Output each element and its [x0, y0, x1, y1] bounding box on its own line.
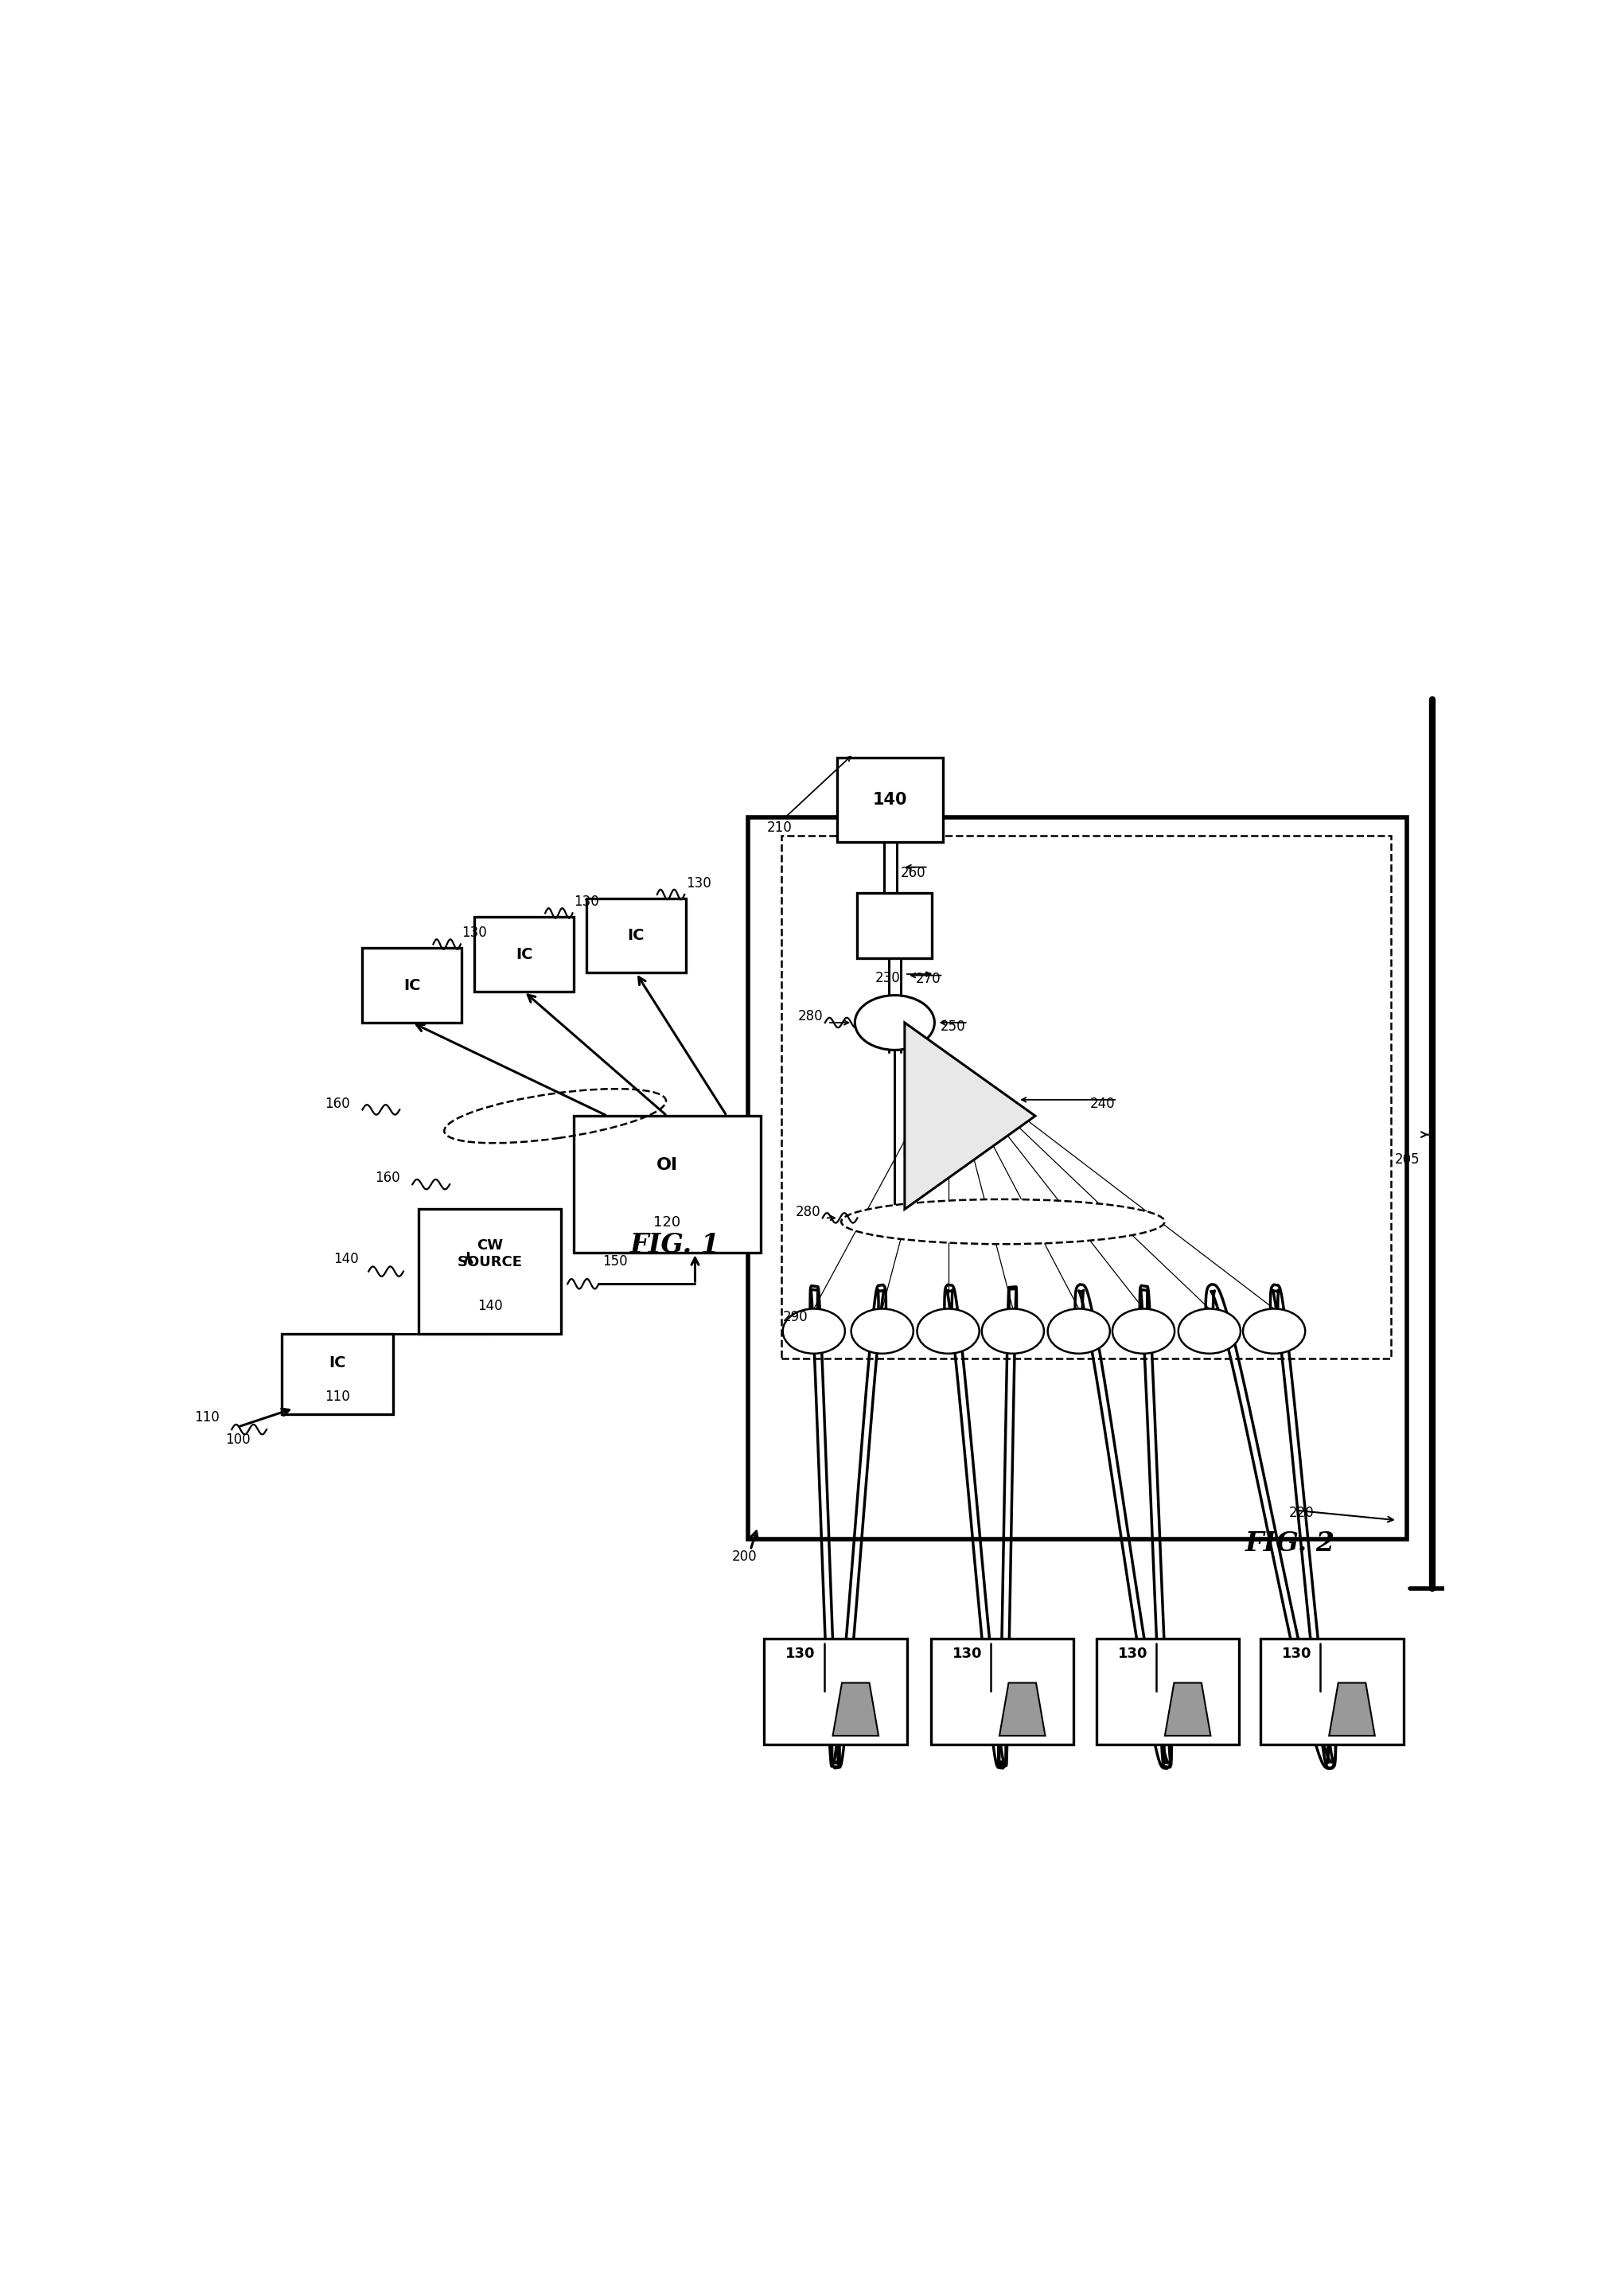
Bar	[1260, 1639, 1403, 1745]
Text: 205: 205	[1395, 1153, 1420, 1166]
Text: 130: 130	[952, 1646, 982, 1660]
Text: 130: 130	[685, 877, 711, 891]
Text: OI: OI	[656, 1157, 677, 1173]
Bar	[419, 1210, 562, 1334]
Text: CW
SOURCE: CW SOURCE	[457, 1238, 523, 1270]
Bar	[748, 817, 1408, 1538]
Ellipse shape	[783, 1309, 844, 1355]
Text: 130: 130	[575, 895, 599, 909]
Ellipse shape	[982, 1309, 1043, 1355]
Text: 140: 140	[334, 1251, 358, 1265]
Bar	[586, 898, 685, 974]
Text: IC: IC	[628, 928, 645, 944]
Bar	[475, 916, 575, 992]
Text: IC: IC	[329, 1355, 347, 1371]
Polygon shape	[1000, 1683, 1045, 1736]
Text: FIG. 1: FIG. 1	[629, 1233, 719, 1258]
Bar	[782, 836, 1392, 1359]
Text: 200: 200	[732, 1550, 758, 1564]
Bar	[857, 893, 933, 957]
Bar	[363, 948, 462, 1022]
Text: 130: 130	[1117, 1646, 1148, 1660]
Ellipse shape	[1178, 1309, 1241, 1355]
Ellipse shape	[1112, 1309, 1175, 1355]
Text: 210: 210	[767, 820, 791, 833]
Text: 140: 140	[477, 1300, 502, 1313]
Text: 150: 150	[602, 1254, 628, 1270]
Polygon shape	[1165, 1683, 1210, 1736]
Text: 260: 260	[900, 866, 926, 879]
Polygon shape	[905, 1022, 1035, 1210]
Ellipse shape	[916, 1309, 979, 1355]
Text: 250: 250	[941, 1019, 966, 1033]
Text: 240: 240	[1090, 1095, 1115, 1111]
Text: 140: 140	[873, 792, 908, 808]
Ellipse shape	[841, 1199, 1165, 1244]
Text: 110: 110	[194, 1410, 220, 1424]
Text: 130: 130	[462, 925, 486, 941]
Polygon shape	[833, 1683, 878, 1736]
Text: 280: 280	[798, 1010, 823, 1024]
Ellipse shape	[1242, 1309, 1305, 1355]
Text: 100: 100	[225, 1433, 250, 1446]
Text: 280: 280	[794, 1205, 820, 1219]
Text: 270: 270	[916, 971, 941, 987]
Text: 160: 160	[376, 1171, 400, 1185]
Bar	[838, 758, 944, 843]
Text: FIG. 2: FIG. 2	[1245, 1531, 1335, 1557]
Text: 120: 120	[653, 1215, 681, 1231]
Bar	[575, 1116, 761, 1254]
Text: 220: 220	[1289, 1506, 1314, 1520]
Ellipse shape	[855, 994, 934, 1049]
Text: IC: IC	[403, 978, 421, 992]
Bar	[931, 1639, 1074, 1745]
Bar	[1096, 1639, 1239, 1745]
Text: 130: 130	[785, 1646, 815, 1660]
Bar	[764, 1639, 907, 1745]
Text: 130: 130	[1282, 1646, 1311, 1660]
Text: 230: 230	[875, 971, 900, 985]
Ellipse shape	[851, 1309, 913, 1355]
Polygon shape	[1329, 1683, 1375, 1736]
Text: 110: 110	[324, 1389, 350, 1403]
Text: 160: 160	[324, 1095, 350, 1111]
Text: 290: 290	[783, 1311, 807, 1325]
Bar	[281, 1334, 393, 1414]
Ellipse shape	[1048, 1309, 1111, 1355]
Text: IC: IC	[515, 946, 533, 962]
